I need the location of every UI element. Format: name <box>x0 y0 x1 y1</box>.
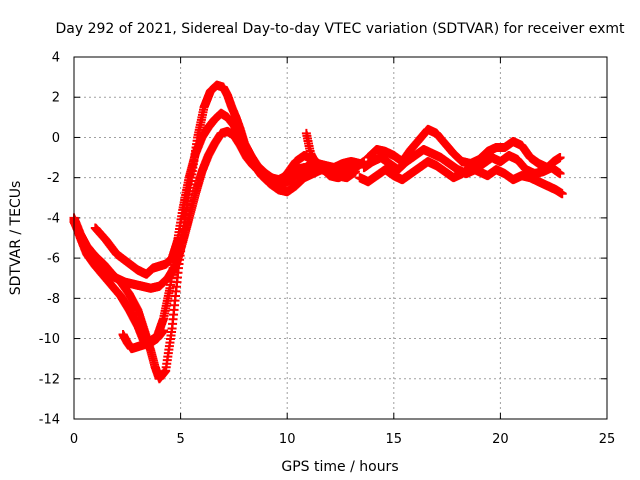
x-tick-label: 0 <box>70 432 78 447</box>
data-point <box>159 326 169 336</box>
x-tick-label: 5 <box>176 432 184 447</box>
series-track-1 <box>69 80 365 384</box>
y-tick-label: -14 <box>39 413 60 428</box>
data-points <box>69 80 567 384</box>
x-tick-label: 10 <box>279 432 296 447</box>
y-tick-label: -2 <box>47 171 60 186</box>
series-track-5 <box>118 326 169 354</box>
y-tick-label: -8 <box>47 292 60 307</box>
data-point <box>173 233 183 243</box>
y-tick-label: -4 <box>47 211 60 226</box>
data-point <box>350 167 360 177</box>
series-track-9 <box>355 157 567 199</box>
data-point <box>555 153 565 163</box>
series-track-4 <box>90 223 183 279</box>
x-tick-label: 20 <box>492 432 509 447</box>
series-track-7 <box>363 124 565 173</box>
data-point <box>555 169 565 179</box>
y-tick-label: 4 <box>52 51 60 66</box>
y-tick-label: 2 <box>52 91 60 106</box>
x-axis-label: GPS time / hours <box>281 459 398 475</box>
plot-frame <box>73 56 608 420</box>
y-tick-label: -10 <box>39 332 60 347</box>
y-tick-label: -6 <box>47 252 60 267</box>
y-tick-label: -12 <box>39 372 60 387</box>
axis-ticks: 0 5 10 15 20 25 -14 -12 -10 -8 -6 -4 -2 0 2 4 <box>39 51 616 448</box>
data-point <box>557 189 567 199</box>
y-tick-label: 0 <box>52 131 60 146</box>
chart-title: Day 292 of 2021, Sidereal Day-to-day VTE… <box>56 21 626 37</box>
y-axis-label: SDTVAR / TECUs <box>8 181 24 296</box>
series-track-10 <box>274 151 360 187</box>
x-tick-label: 25 <box>599 432 616 447</box>
x-tick-label: 15 <box>386 432 403 447</box>
